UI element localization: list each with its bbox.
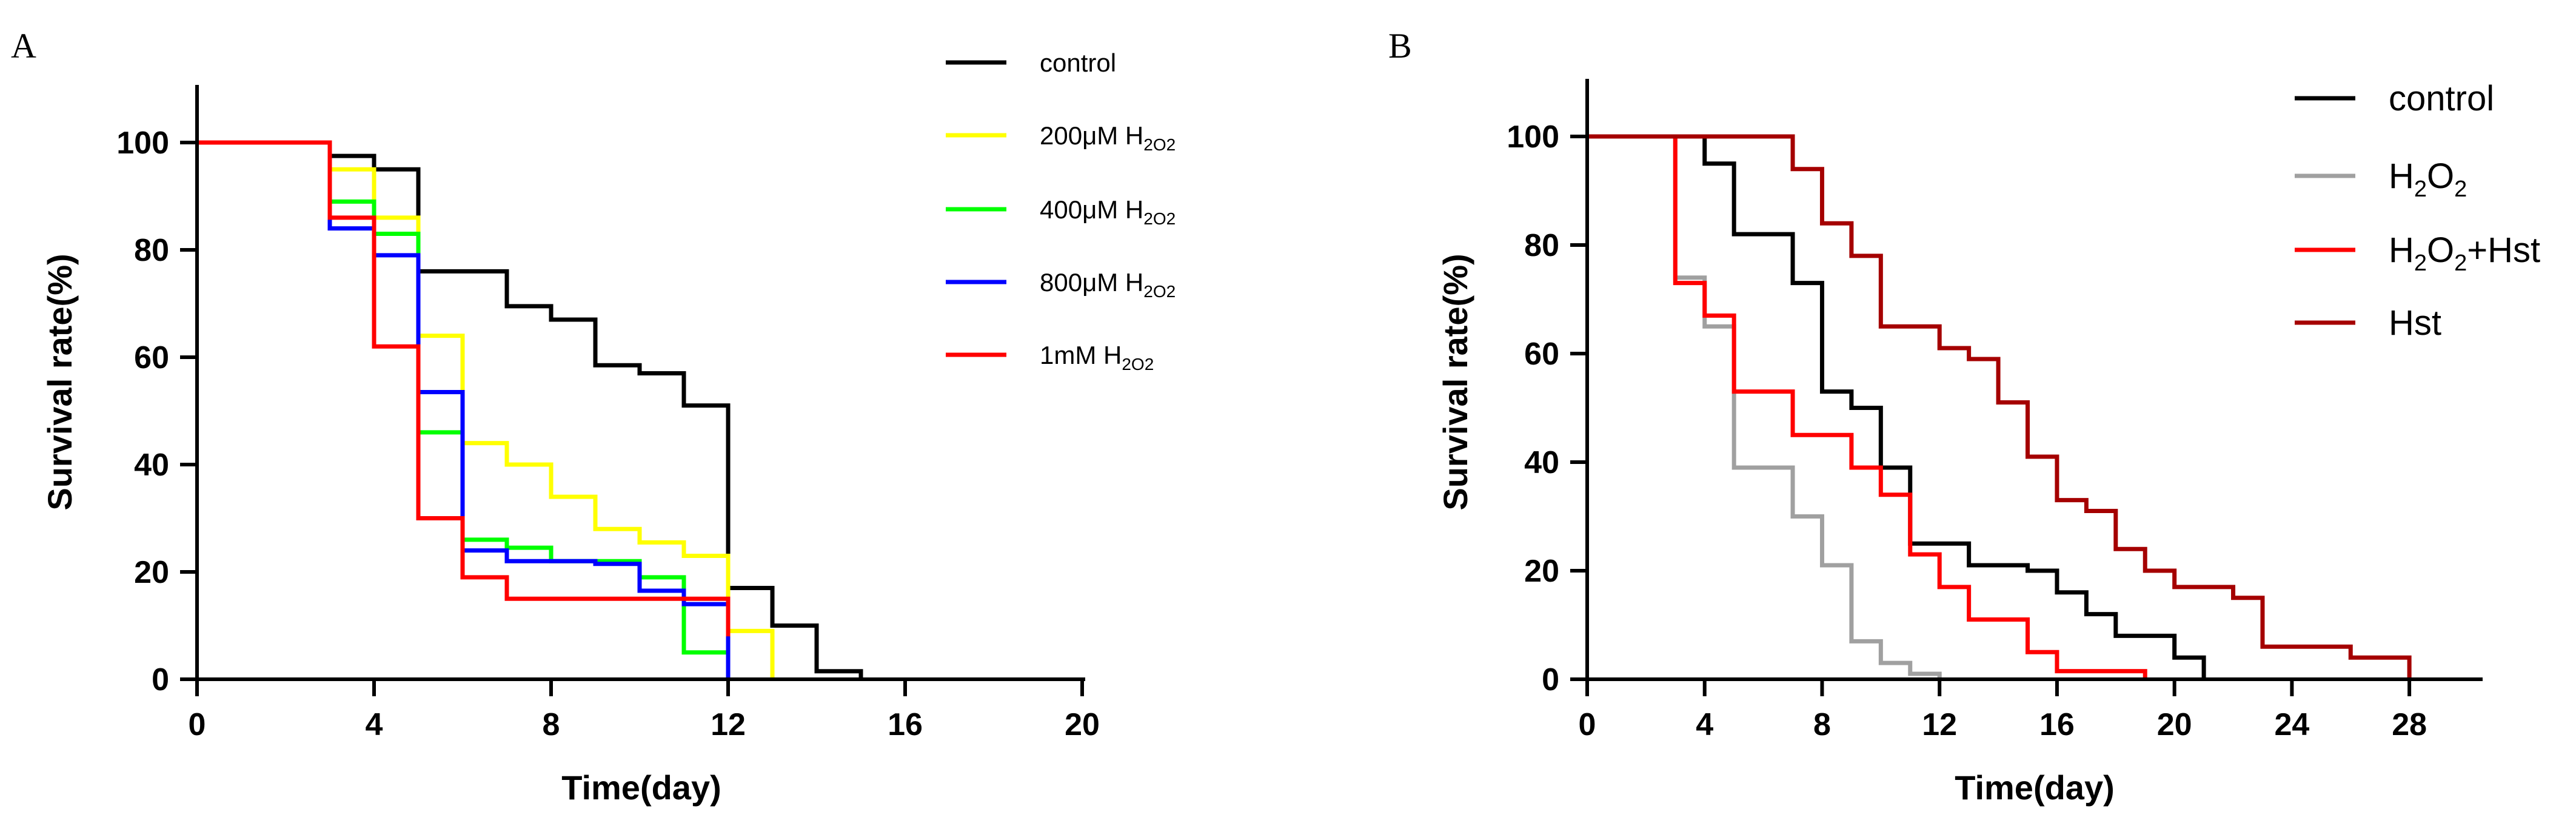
panel-b-series-0 [1587,134,2206,679]
panel-a: A 0 4 8 12 16 20 0 20 40 60 80 100 Time(day) Surviv… [11,26,1176,807]
panel-b-x-tick-label: 12 [1922,707,1957,742]
legend-b-label-1: H2O2 [2389,156,2467,202]
panel-b-x-tick-label: 4 [1696,707,1713,742]
panel-b-series-group [1587,134,2412,679]
panel-a-series-2 [197,140,731,679]
panel-b-series-3 [1587,134,2412,679]
panel-b-y-tick-label: 60 [1524,337,1559,372]
legend-a-200um: 200μM H2O2 [946,121,1176,154]
panel-a-series-4 [197,140,731,637]
panel-a-series-group [197,140,863,679]
legend-a-1mm: 1mM H2O2 [946,341,1154,374]
panel-b-legend: control H2O2 H2O2+Hst Hst [2295,79,2540,343]
panel-a-y-title: Survival rate(%) [41,254,79,510]
legend-a-control: control [946,49,1116,77]
legend-a-1mm-label: 1mM H2O2 [1040,341,1154,374]
panel-b-y-tick-label: 100 [1507,119,1559,155]
panel-b-ticks: 0 4 8 12 16 20 24 28 0 20 40 60 80 100 [1507,119,2427,742]
panel-a-y-tick-label: 20 [134,555,169,590]
legend-a-200um-label: 200μM H2O2 [1040,121,1176,154]
panel-a-y-tick-label: 40 [134,448,169,483]
legend-a-800um-label: 800μM H2O2 [1040,268,1176,301]
panel-a-y-tick-label: 100 [116,126,169,161]
panel-a-x-tick-label: 0 [189,707,206,742]
panel-b-x-title: Time(day) [1955,768,2114,807]
legend-a-400um: 400μM H2O2 [946,195,1176,228]
panel-b-y-tick-label: 80 [1524,228,1559,263]
legend-a-control-label: control [1040,49,1116,77]
panel-a-x-tick-label: 20 [1065,707,1100,742]
legend-b-label-3: Hst [2389,303,2441,343]
panel-b-x-tick-label: 16 [2039,707,2075,742]
legend-a-400um-label: 400μM H2O2 [1040,195,1176,228]
panel-a-x-tick-label: 4 [366,707,383,742]
panel-b-x-tick-label: 8 [1813,707,1831,742]
panel-b-letter: B [1388,26,1412,66]
panel-b: B 0 4 8 12 16 20 24 28 0 20 40 60 80 100 Time(day) Su… [1388,26,2540,807]
panel-a-x-title: Time(day) [561,768,721,807]
legend-a-800um: 800μM H2O2 [946,268,1176,301]
panel-b-x-tick-label: 28 [2392,707,2427,742]
panel-a-x-tick-label: 12 [711,707,746,742]
panel-b-series-1 [1587,134,1942,679]
panel-a-y-tick-label: 60 [134,340,169,375]
panel-b-y-tick-label: 20 [1524,554,1559,589]
legend-b-label-0: control [2389,79,2494,118]
panel-a-legend: control 200μM H2O2 400μM H2O2 800μM H2O2… [946,49,1176,374]
panel-b-x-tick-label: 24 [2274,707,2309,742]
panel-b-y-tick-label: 0 [1542,662,1559,697]
legend-b-label-2: H2O2+Hst [2389,230,2540,276]
panel-a-y-tick-label: 0 [152,662,169,697]
panel-a-x-tick-label: 8 [543,707,560,742]
panel-b-y-tick-label: 40 [1524,445,1559,480]
panel-a-y-tick-label: 80 [134,233,169,268]
panel-a-x-tick-label: 16 [888,707,923,742]
panel-b-x-tick-label: 0 [1579,707,1596,742]
panel-a-ticks: 0 4 8 12 16 20 0 20 40 60 80 100 [116,126,1100,742]
panel-b-y-title: Survival rate(%) [1436,254,1474,510]
panel-a-letter: A [11,26,36,66]
panel-b-x-tick-label: 20 [2157,707,2192,742]
panel-b-series-2 [1587,134,2147,679]
